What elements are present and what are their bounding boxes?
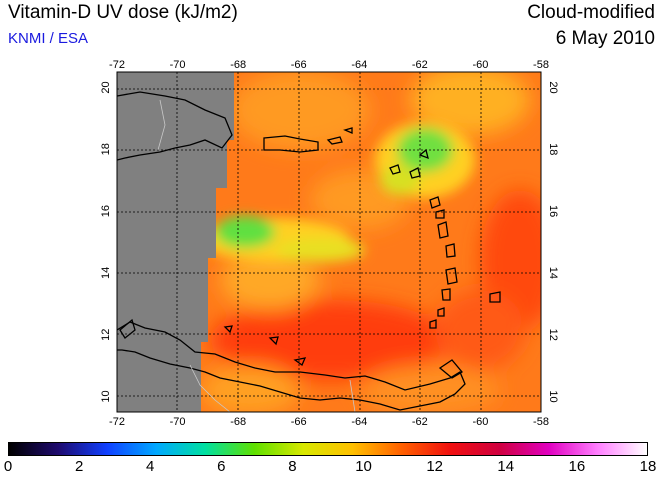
no-data-region (117, 72, 234, 412)
colorbar-label-6: 6 (217, 458, 226, 475)
lat-right-label-18: 18 (547, 143, 559, 155)
lat-left-label-12: 12 (100, 329, 112, 341)
colorbar-label-14: 14 (497, 458, 515, 475)
colorbar-label-0: 0 (3, 458, 13, 475)
lat-right-label-16: 16 (547, 205, 559, 217)
colorbar-label-18: 18 (639, 458, 657, 475)
lat-right-label-12: 12 (547, 329, 559, 341)
lat-left-label-16: 16 (100, 205, 112, 217)
lon-bottom-label--58: -58 (533, 416, 549, 428)
colorbar-label-2: 2 (74, 458, 84, 475)
data-source-label: KNMI / ESA (8, 30, 89, 47)
lat-left-label-10: 10 (100, 390, 112, 402)
colorbar-label-10: 10 (355, 458, 372, 475)
lat-right-label-10: 10 (547, 390, 559, 402)
lat-left-label-18: 18 (100, 143, 112, 155)
lon-top-label--68: -68 (230, 59, 246, 71)
colorbar-label-16: 16 (568, 458, 586, 475)
map-frame (116, 71, 542, 413)
lon-bottom-label--66: -66 (291, 416, 307, 428)
map-field (117, 72, 541, 412)
product-label: Cloud-modified (527, 2, 655, 23)
lon-ticks-bottom: -72 -70 -68 -66 -64 -62 -60 -58 (109, 416, 549, 428)
uv-dose-map: -72 -70 -68 -66 -64 -62 -60 -58 -72 -70 -68 -66 -64… (100, 59, 559, 428)
lat-ticks-left: 20 18 16 14 12 10 (100, 81, 112, 402)
colorbar-gradient (8, 442, 648, 456)
lon-top-label--66: -66 (291, 59, 307, 71)
borders (157, 99, 356, 412)
lon-bottom-label--70: -70 (170, 416, 186, 428)
coastlines (117, 91, 501, 411)
colorbar (8, 442, 648, 456)
lon-top-label--72: -72 (109, 59, 125, 71)
colorbar-label-4: 4 (146, 458, 155, 475)
lon-top-label--62: -62 (412, 59, 428, 71)
lon-bottom-label--64: -64 (351, 416, 367, 428)
lat-right-label-14: 14 (547, 267, 559, 279)
colorbar-label-8: 8 (288, 458, 297, 475)
colorbar-label-12: 12 (426, 458, 443, 475)
date-label: 6 May 2010 (555, 28, 655, 49)
lat-left-label-14: 14 (100, 267, 112, 279)
lat-left-label-20: 20 (100, 81, 112, 93)
lon-bottom-label--72: -72 (109, 416, 125, 428)
lon-top-label--70: -70 (170, 59, 186, 71)
lon-top-label--64: -64 (351, 59, 367, 71)
lon-bottom-label--60: -60 (472, 416, 488, 428)
map-title: Vitamin-D UV dose (kJ/m2) (8, 2, 238, 23)
lon-ticks-top: -72 -70 -68 -66 -64 -62 -60 -58 (109, 59, 549, 71)
graticule (117, 72, 541, 412)
lon-top-label--60: -60 (472, 59, 488, 71)
lat-right-label-20: 20 (547, 81, 559, 93)
lon-top-label--58: -58 (533, 59, 549, 71)
lat-ticks-right: 20 18 16 14 12 10 (547, 81, 559, 402)
lon-bottom-label--62: -62 (412, 416, 428, 428)
lon-bottom-label--68: -68 (230, 416, 246, 428)
